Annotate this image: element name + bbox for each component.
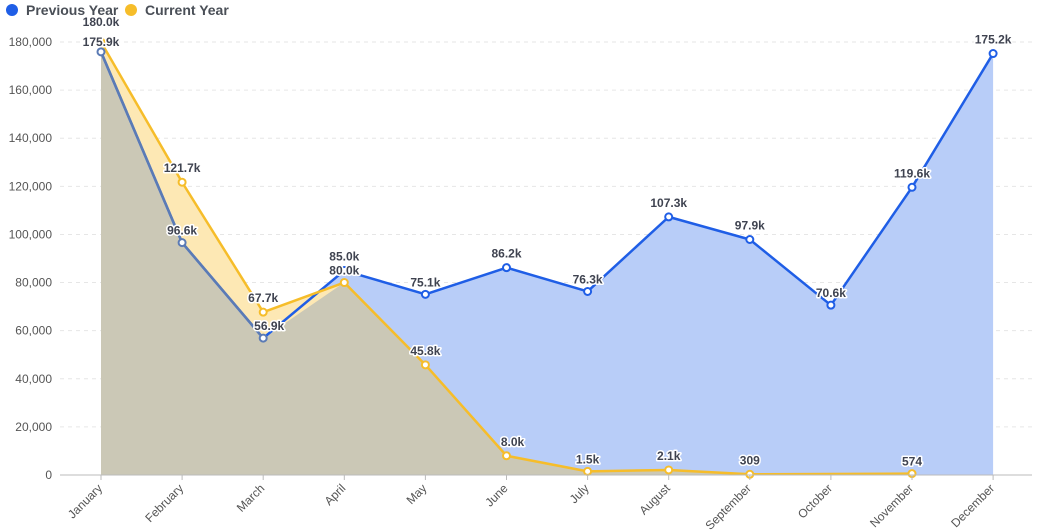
data-label-current-year: 180.0k (83, 15, 120, 29)
point-current-year (420, 360, 430, 370)
x-tick-label: January (65, 481, 105, 521)
point-previous-year (664, 212, 674, 222)
point-previous-year (745, 234, 755, 244)
y-tick-label: 0 (45, 468, 52, 482)
data-label-previous-year: 175.2k (975, 33, 1012, 47)
y-tick-label: 100,000 (9, 227, 53, 241)
data-label-current-year: 80.0k (329, 264, 359, 278)
point-current-year (96, 37, 106, 47)
data-label-previous-year: 70.6k (816, 286, 846, 300)
y-tick-label: 120,000 (9, 179, 53, 193)
data-label-previous-year: 86.2k (491, 247, 521, 261)
data-label-previous-year: 75.1k (410, 275, 440, 289)
data-label-previous-year: 76.3k (573, 272, 603, 286)
data-label-current-year: 309 (740, 453, 760, 467)
area-overlap (101, 51, 912, 475)
x-tick-label: August (637, 481, 674, 518)
point-previous-year (420, 289, 430, 299)
x-tick-label: December (948, 481, 997, 530)
x-tick-label: July (567, 481, 592, 506)
point-current-year (258, 307, 268, 317)
data-labels: 175.9k 96.6k 56.9k 85.0k 75.1k 86.2k 76.3k 107.… (81, 14, 1013, 471)
point-previous-year (96, 47, 106, 57)
y-tick-label: 180,000 (9, 35, 53, 49)
x-tick-label: February (142, 481, 186, 525)
data-label-previous-year: 175.9k (83, 35, 120, 49)
data-label-current-year: 45.8k (410, 344, 440, 358)
point-previous-year (988, 49, 998, 59)
point-current-year (583, 466, 593, 476)
data-label-current-year: 574 (902, 455, 922, 469)
point-previous-year (339, 266, 349, 276)
point-previous-year (583, 286, 593, 296)
legend: Previous Year Current Year (6, 2, 229, 18)
y-tick-label: 80,000 (15, 276, 52, 290)
x-tick-label: April (322, 481, 349, 508)
y-tick-label: 60,000 (15, 324, 52, 338)
x-tick-label: May (404, 481, 430, 507)
point-current-year (664, 465, 674, 475)
point-current-year (339, 278, 349, 288)
y-tick-label: 160,000 (9, 83, 53, 97)
data-label-previous-year: 97.9k (735, 218, 765, 232)
data-label-previous-year: 85.0k (329, 250, 359, 264)
data-label-current-year: 121.7k (164, 161, 201, 175)
point-previous-year (502, 263, 511, 273)
x-tick-label: June (482, 481, 511, 510)
data-label-previous-year: 107.3k (650, 196, 687, 210)
x-tick-label: November (867, 481, 916, 530)
data-label-current-year: 1.5k (576, 452, 600, 466)
data-label-current-year: 2.1k (657, 449, 681, 463)
point-previous-year (907, 182, 917, 192)
legend-label-current-year: Current Year (145, 2, 229, 18)
point-current-year (502, 451, 511, 461)
series-areas (101, 42, 994, 475)
line-current-year (99, 41, 913, 476)
legend-label-previous-year: Previous Year (26, 2, 119, 18)
x-tick-label: March (234, 481, 267, 514)
point-previous-year (826, 300, 836, 310)
data-label-previous-year: 56.9k (254, 319, 284, 333)
point-previous-year (258, 333, 268, 343)
data-label-current-year: 8.0k (501, 435, 525, 449)
data-label-previous-year: 96.6k (167, 224, 197, 238)
y-tick-label: 40,000 (15, 372, 52, 386)
x-tick-label: October (795, 481, 835, 521)
legend-swatch-current-year (125, 4, 137, 16)
y-tick-label: 20,000 (15, 420, 52, 434)
data-label-current-year: 67.7k (248, 291, 278, 305)
y-tick-label: 140,000 (9, 131, 53, 145)
point-current-year (177, 177, 187, 187)
legend-swatch-previous-year (6, 4, 18, 16)
point-previous-year (177, 238, 187, 248)
data-label-previous-year: 119.6k (894, 166, 930, 180)
x-tick-label: September (703, 481, 754, 530)
